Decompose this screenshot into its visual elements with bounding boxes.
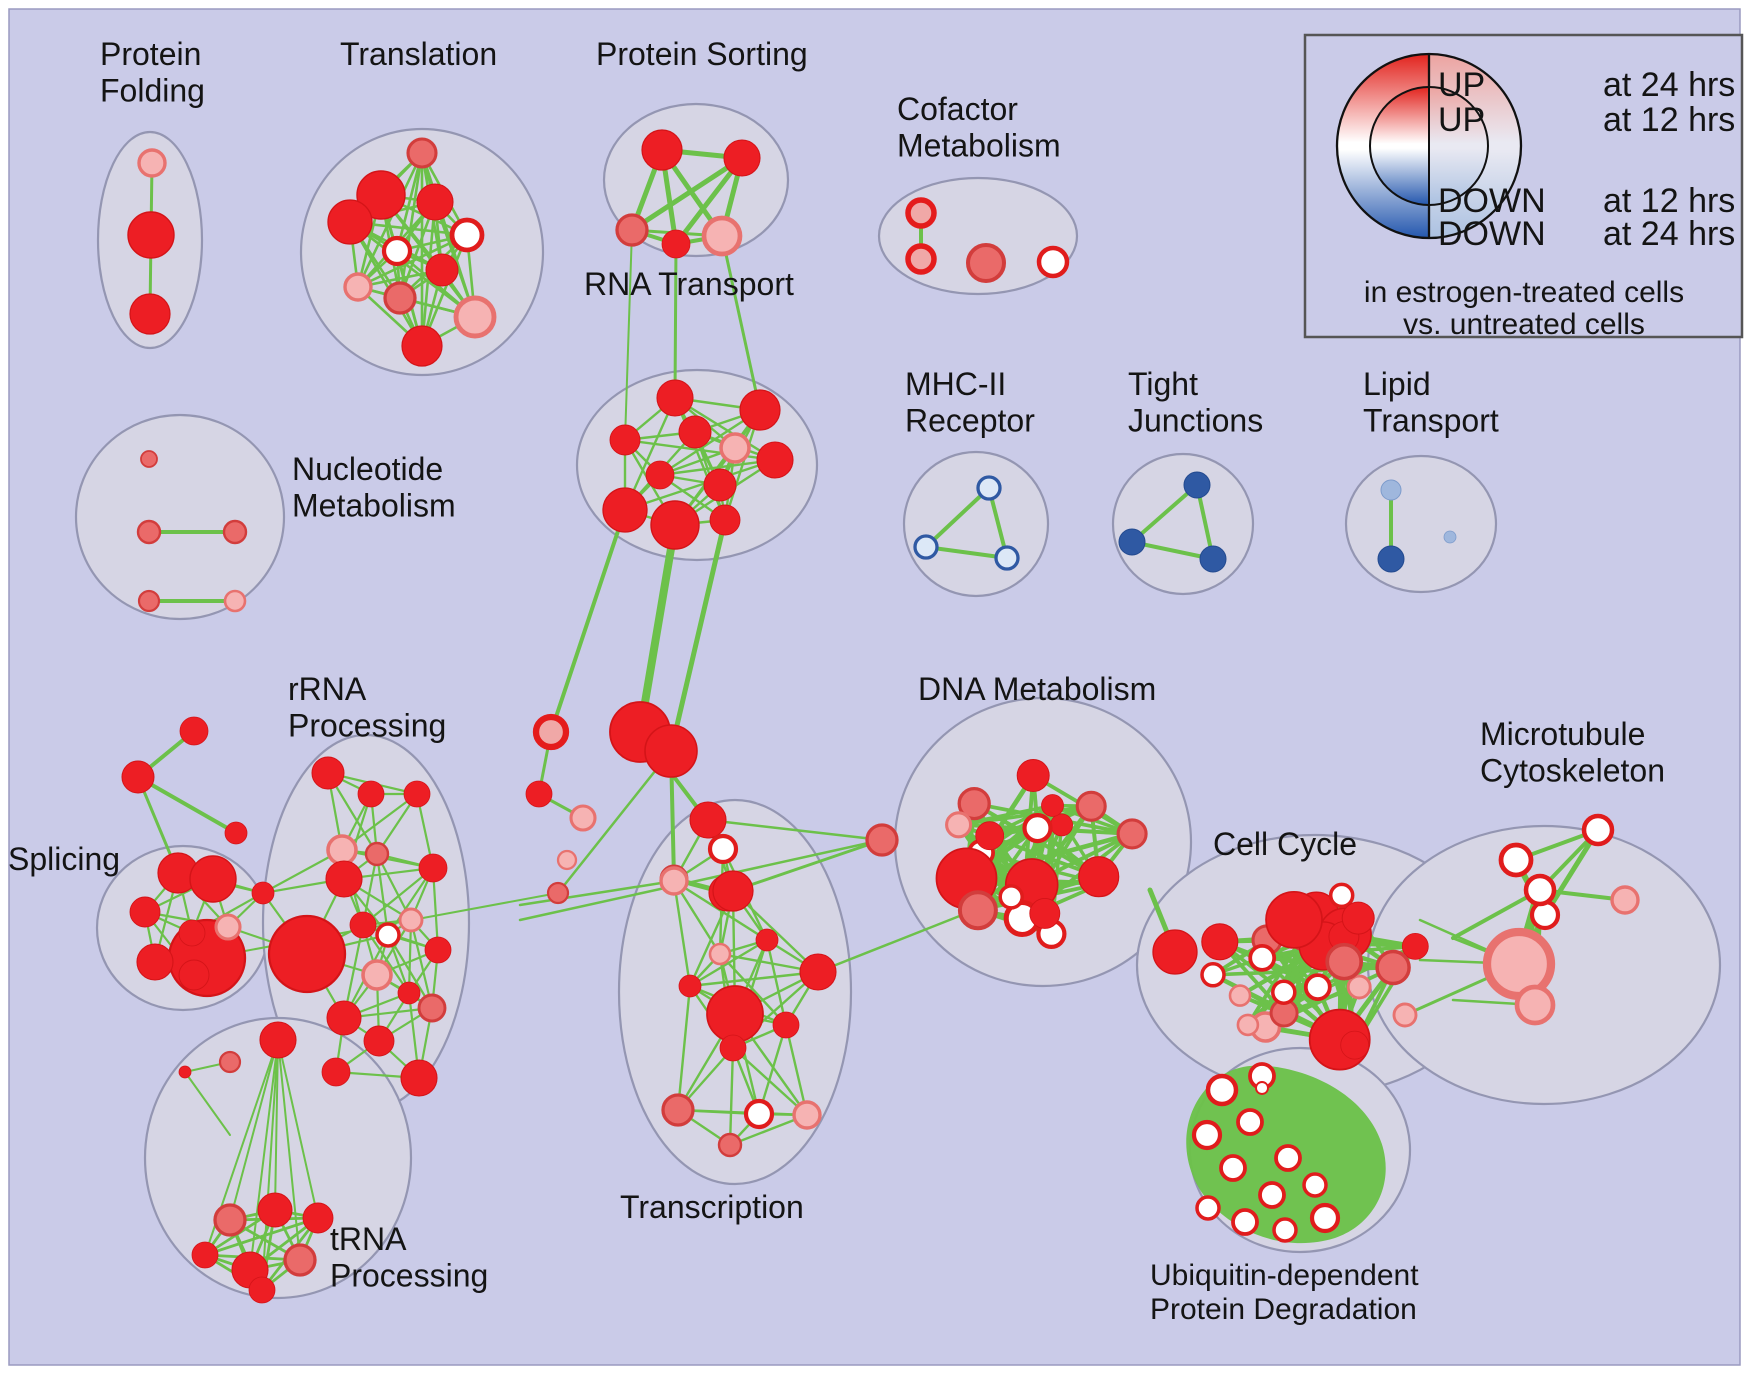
svg-text:vs. untreated cells: vs. untreated cells bbox=[1403, 308, 1645, 341]
svg-text:UP: UP bbox=[1438, 101, 1485, 139]
svg-text:Transcription: Transcription bbox=[620, 1189, 804, 1225]
svg-text:Translation: Translation bbox=[340, 36, 497, 72]
svg-text:at 24 hrs: at 24 hrs bbox=[1603, 66, 1735, 104]
svg-text:DNA Metabolism: DNA Metabolism bbox=[918, 671, 1156, 707]
svg-text:Protein Sorting: Protein Sorting bbox=[596, 36, 808, 72]
svg-text:Cell Cycle: Cell Cycle bbox=[1213, 826, 1357, 862]
svg-text:RNA Transport: RNA Transport bbox=[584, 266, 794, 302]
svg-text:in estrogen-treated cells: in estrogen-treated cells bbox=[1364, 276, 1684, 309]
svg-text:at 12 hrs: at 12 hrs bbox=[1603, 101, 1735, 139]
svg-text:Splicing: Splicing bbox=[8, 841, 120, 877]
svg-text:DOWN: DOWN bbox=[1438, 215, 1546, 253]
svg-text:at 24 hrs: at 24 hrs bbox=[1603, 215, 1735, 253]
svg-text:UP: UP bbox=[1438, 66, 1485, 104]
